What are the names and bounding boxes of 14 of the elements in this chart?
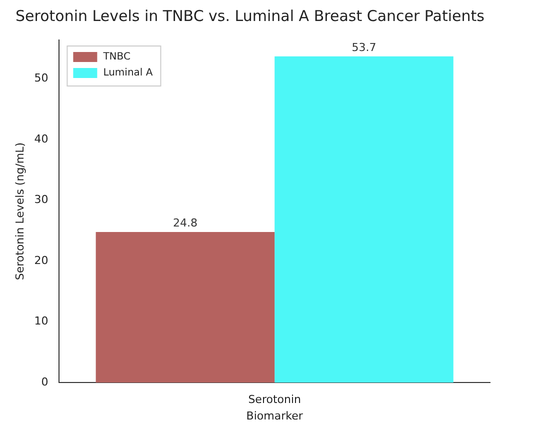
- x-tick-label: Serotonin: [248, 393, 302, 406]
- legend-label: TNBC: [102, 52, 130, 63]
- legend-label: Luminal A: [103, 68, 153, 79]
- data-label: 53.7: [352, 40, 376, 54]
- y-tick-label: 0: [41, 375, 48, 388]
- x-axis-title: Biomarker: [246, 409, 304, 422]
- y-tick-label: 40: [34, 132, 48, 146]
- y-tick-label: 50: [34, 72, 48, 85]
- data-label: 24.8: [172, 216, 198, 230]
- y-tick-label: 10: [34, 314, 48, 328]
- y-tick-label: 20: [34, 254, 48, 267]
- y-axis-title: Serotonin Levels (ng/mL): [13, 142, 26, 280]
- chart-title: Serotonin Levels in TNBC vs. Luminal A Breast Cancer Patients: [16, 6, 485, 25]
- y-tick-label: 30: [34, 193, 48, 206]
